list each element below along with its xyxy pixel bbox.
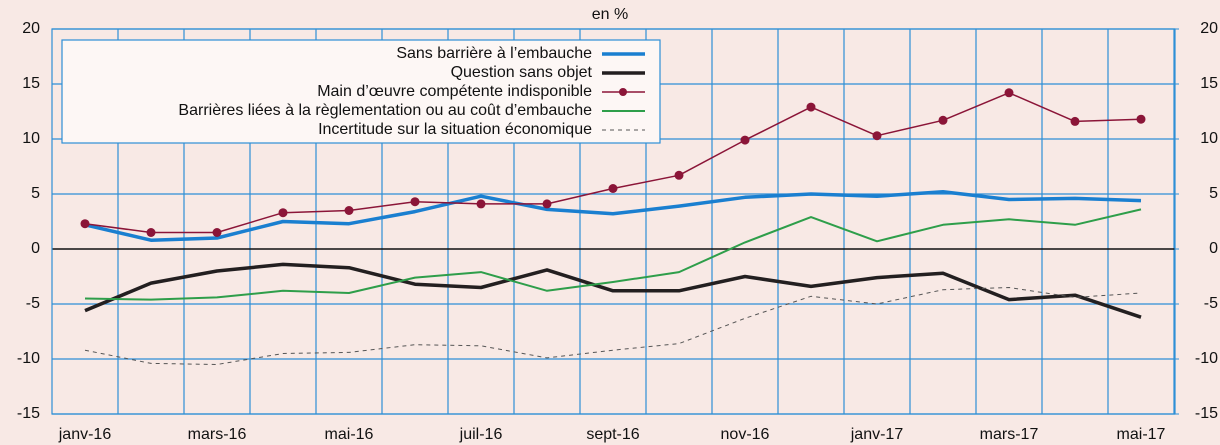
legend-marker bbox=[619, 88, 627, 96]
series-line bbox=[84, 262, 1142, 319]
series-line bbox=[84, 287, 1142, 365]
y2-tick-label: -10 bbox=[1195, 350, 1218, 367]
y-tick-label: 15 bbox=[22, 75, 40, 92]
y-tick-label: 20 bbox=[22, 20, 40, 37]
y2-tick-label: -5 bbox=[1204, 295, 1218, 312]
point bbox=[1136, 114, 1146, 124]
y2-tick-label: 0 bbox=[1209, 240, 1218, 257]
point bbox=[674, 170, 684, 180]
point bbox=[476, 199, 486, 209]
y2-tick-label: 15 bbox=[1200, 75, 1218, 92]
x-tick-label: juil-16 bbox=[459, 426, 503, 443]
y2-tick-label: 20 bbox=[1200, 20, 1218, 37]
x-tick-label: mars-17 bbox=[980, 426, 1039, 443]
series-line bbox=[84, 208, 1142, 301]
legend-box bbox=[61, 39, 661, 144]
point bbox=[608, 184, 618, 193]
legend-label: Question sans objet bbox=[451, 64, 593, 81]
x-tick-label: janv-17 bbox=[850, 426, 904, 443]
y2-tick-label: 10 bbox=[1200, 130, 1218, 147]
x-tick-label: mai-17 bbox=[1117, 426, 1166, 443]
point bbox=[344, 206, 354, 215]
y-tick-label: 0 bbox=[31, 240, 40, 257]
x-tick-label: mai-16 bbox=[325, 426, 374, 443]
point bbox=[1070, 116, 1080, 126]
y-tick-label: 10 bbox=[22, 130, 40, 147]
legend-label: Barrières liées à la règlementation ou a… bbox=[178, 102, 592, 119]
y-tick-label: 5 bbox=[31, 185, 40, 202]
x-tick-label: sept-16 bbox=[586, 426, 639, 443]
plot-frame bbox=[51, 28, 1176, 415]
point bbox=[80, 219, 90, 229]
point bbox=[410, 197, 420, 207]
point bbox=[872, 131, 882, 141]
x-tick-label: mars-16 bbox=[188, 426, 247, 443]
point bbox=[146, 228, 156, 237]
series-line bbox=[84, 190, 1142, 242]
legend-label: Sans barrière à l’embauche bbox=[396, 45, 592, 62]
point bbox=[212, 228, 222, 237]
y-tick-label: -10 bbox=[17, 350, 40, 367]
chart-subtitle: en % bbox=[592, 6, 628, 23]
point bbox=[542, 199, 552, 209]
legend-label: Incertitude sur la situation économique bbox=[318, 121, 592, 138]
point bbox=[938, 115, 948, 125]
legend-label: Main d’œuvre compétente indisponible bbox=[317, 83, 592, 100]
y-tick-label: -15 bbox=[17, 405, 40, 422]
point bbox=[806, 102, 816, 112]
y2-tick-label: -15 bbox=[1195, 405, 1218, 422]
y2-tick-label: 5 bbox=[1209, 185, 1218, 202]
point bbox=[278, 208, 288, 218]
y-tick-label: -5 bbox=[26, 295, 40, 312]
x-tick-label: janv-16 bbox=[58, 426, 112, 443]
point bbox=[1004, 88, 1014, 98]
x-tick-label: nov-16 bbox=[721, 426, 770, 443]
point bbox=[740, 135, 750, 145]
